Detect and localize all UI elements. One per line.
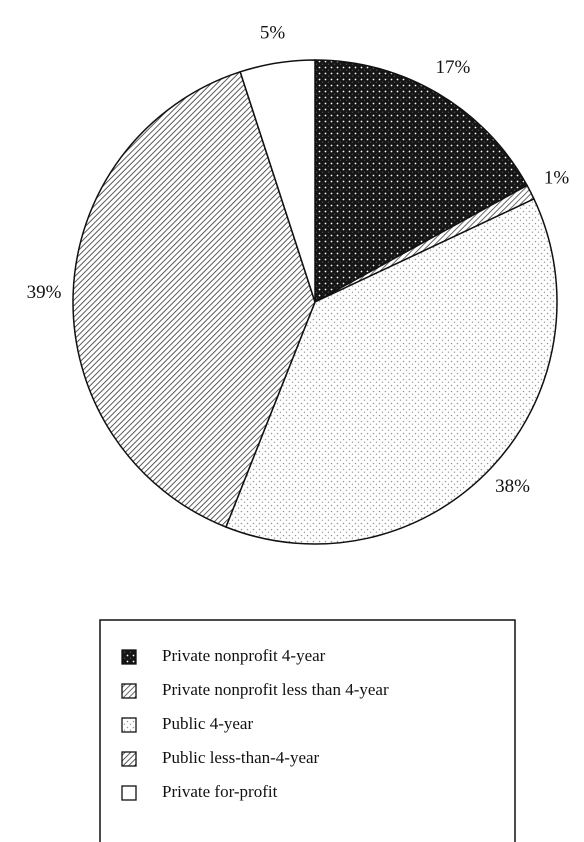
legend-label: Public 4-year: [162, 714, 253, 733]
legend-swatch: [121, 717, 137, 733]
slice-label: 17%: [436, 57, 471, 78]
pie-slice: [239, 59, 316, 303]
legend-swatch: [121, 649, 137, 665]
legend-swatch: [121, 683, 137, 699]
slice-label: 38%: [495, 476, 530, 497]
legend-label: Private nonprofit 4-year: [162, 646, 326, 665]
legend-swatch: [121, 785, 137, 801]
slice-label: 1%: [544, 167, 570, 188]
pie-slice: [72, 70, 316, 528]
legend-swatch: [121, 751, 137, 767]
legend-box: [99, 619, 516, 842]
pie-slice: [314, 59, 529, 304]
pie-slice: [224, 197, 558, 545]
legend-label: Private nonprofit less than 4-year: [162, 680, 389, 699]
slice-label: 5%: [260, 23, 286, 44]
legend-label: Private for-profit: [162, 782, 278, 801]
slice-label: 39%: [27, 282, 62, 303]
legend-label: Public less-than-4-year: [162, 748, 320, 767]
